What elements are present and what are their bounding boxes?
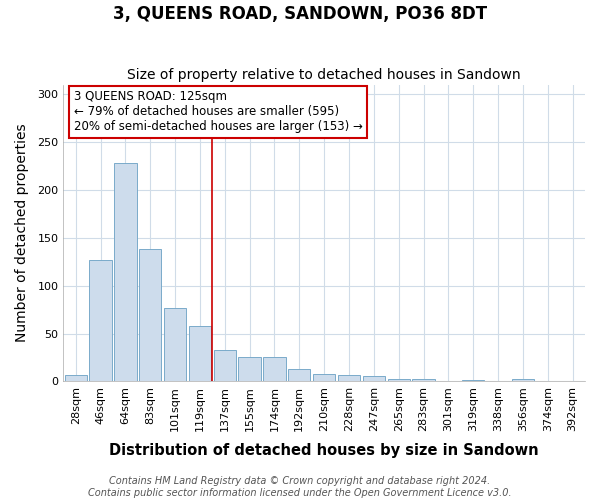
X-axis label: Distribution of detached houses by size in Sandown: Distribution of detached houses by size … (109, 442, 539, 458)
Bar (139, 250, 161, 382)
Text: 3, QUEENS ROAD, SANDOWN, PO36 8DT: 3, QUEENS ROAD, SANDOWN, PO36 8DT (113, 5, 487, 23)
Bar (65, 374, 87, 382)
Bar (189, 326, 211, 382)
Bar (214, 350, 236, 382)
Bar (288, 369, 310, 382)
Bar (412, 378, 435, 382)
Bar (512, 378, 534, 382)
Bar (462, 380, 484, 382)
Bar (263, 356, 286, 382)
Bar (114, 163, 137, 382)
Bar (338, 374, 360, 382)
Text: 3 QUEENS ROAD: 125sqm
← 79% of detached houses are smaller (595)
20% of semi-det: 3 QUEENS ROAD: 125sqm ← 79% of detached … (74, 90, 362, 134)
Bar (89, 260, 112, 382)
Title: Size of property relative to detached houses in Sandown: Size of property relative to detached ho… (127, 68, 521, 82)
Y-axis label: Number of detached properties: Number of detached properties (15, 124, 29, 342)
Bar (238, 356, 261, 382)
Bar (164, 308, 186, 382)
Bar (362, 376, 385, 382)
Bar (313, 374, 335, 382)
Bar (388, 378, 410, 382)
Text: Contains HM Land Registry data © Crown copyright and database right 2024.
Contai: Contains HM Land Registry data © Crown c… (88, 476, 512, 498)
